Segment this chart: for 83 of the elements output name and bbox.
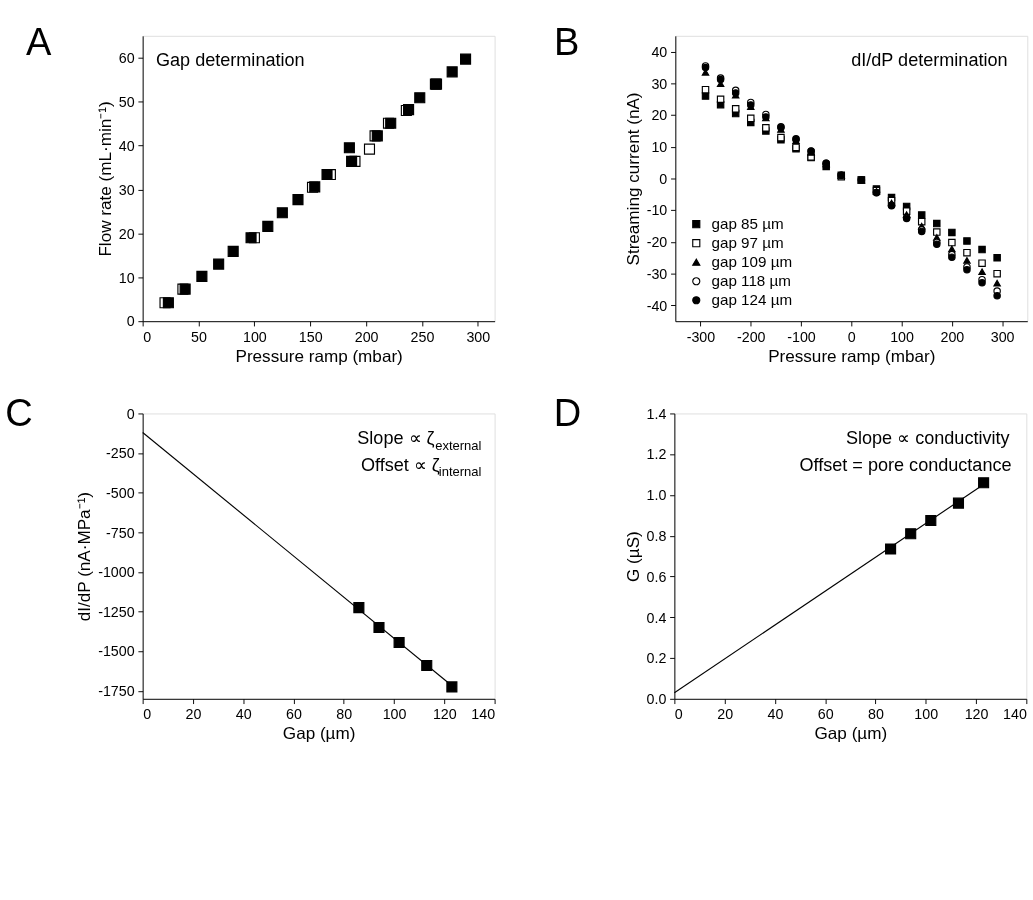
x-axis-title: Pressure ramp (mbar) — [235, 346, 403, 366]
y-tick-label: 10 — [651, 139, 668, 156]
x-tick-label: 140 — [471, 706, 496, 723]
chart-title: A — [25, 20, 52, 63]
y-tick-label: 30 — [118, 181, 135, 198]
x-axis-title: Gap (µm) — [282, 724, 356, 744]
y-tick-label: 0.2 — [646, 650, 667, 667]
y-axis-title: dI/dP (nA·MPa⁻¹) — [75, 491, 95, 622]
y-tick-label: 1.4 — [646, 405, 667, 422]
y-tick-label: 1.0 — [646, 487, 667, 504]
x-tick-label: 300 — [466, 328, 491, 345]
x-tick-label: 0 — [143, 328, 152, 345]
y-tick-label: 0 — [126, 313, 135, 330]
x-tick-label: 100 — [382, 706, 407, 723]
x-axis-title: Pressure ramp (mbar) — [768, 346, 936, 366]
x-tick-label: 300 — [990, 328, 1015, 345]
y-tick-label: 0.8 — [646, 527, 667, 544]
x-tick-label: -300 — [686, 328, 716, 345]
annotation: Gap determination — [156, 50, 305, 71]
y-tick-label: 40 — [118, 137, 135, 154]
x-axis-title: Gap (µm) — [814, 724, 888, 744]
y-tick-label: -500 — [106, 484, 135, 501]
y-tick-label: -20 — [646, 234, 668, 251]
legend-label: gap 109 µm — [711, 252, 793, 270]
y-tick-label: -250 — [106, 445, 135, 462]
x-tick-label: -100 — [787, 328, 816, 345]
y-tick-label: -1250 — [98, 603, 135, 620]
y-tick-label: -10 — [646, 202, 668, 219]
annotation: Offset = pore conductance — [799, 454, 1012, 475]
x-tick-label: 50 — [191, 328, 208, 345]
x-tick-label: 120 — [432, 706, 457, 723]
legend-label: gap 85 µm — [711, 214, 784, 232]
legend-label: gap 97 µm — [711, 233, 784, 251]
x-tick-label: 20 — [717, 706, 734, 723]
y-tick-label: -40 — [646, 297, 668, 314]
x-tick-label: 120 — [964, 706, 989, 723]
legend-label: gap 118 µm — [711, 272, 791, 289]
x-tick-label: 60 — [286, 706, 302, 723]
y-tick-label: -1500 — [98, 643, 135, 660]
x-tick-label: 150 — [298, 328, 323, 345]
y-axis-title: Flow rate (mL·min⁻¹) — [96, 101, 116, 257]
x-tick-label: 20 — [185, 706, 202, 723]
chart-title: C — [5, 391, 33, 434]
annotation: Slope ∝ conductivity — [845, 427, 1010, 448]
x-tick-label: 0 — [674, 706, 683, 723]
chart-title: D — [553, 391, 582, 434]
y-tick-label: 0 — [659, 170, 668, 187]
y-tick-label: 20 — [651, 107, 668, 124]
x-tick-label: 200 — [354, 328, 379, 345]
y-axis-title: G (µS) — [623, 531, 643, 582]
y-tick-label: 0.4 — [646, 609, 667, 626]
x-tick-label: 0 — [847, 328, 856, 345]
y-tick-label: 20 — [118, 225, 135, 242]
y-tick-label: 60 — [118, 50, 135, 67]
x-tick-label: 200 — [940, 328, 965, 345]
x-tick-label: 40 — [235, 706, 252, 723]
x-tick-label: 100 — [890, 328, 915, 345]
x-tick-label: 40 — [767, 706, 784, 723]
y-tick-label: 1.2 — [646, 446, 667, 463]
y-tick-label: 40 — [651, 43, 668, 60]
x-tick-label: 250 — [410, 328, 435, 345]
legend-label: gap 124 µm — [711, 291, 793, 309]
x-tick-label: 0 — [143, 706, 152, 723]
y-tick-label: -30 — [646, 265, 668, 282]
annotation: dI/dP determination — [851, 50, 1008, 71]
x-tick-label: 140 — [1003, 706, 1027, 723]
y-axis-title: Streaming current (nA) — [624, 92, 644, 266]
y-tick-label: -1000 — [98, 564, 135, 581]
x-tick-label: 80 — [868, 706, 884, 723]
y-tick-label: 0 — [126, 405, 135, 422]
y-tick-label: 10 — [118, 269, 135, 286]
y-tick-label: 0.6 — [646, 568, 667, 585]
x-tick-label: 80 — [336, 706, 353, 723]
y-tick-label: -1750 — [98, 683, 135, 700]
chart-title: B — [553, 20, 580, 63]
y-tick-label: 0.0 — [646, 691, 667, 708]
y-tick-label: 30 — [651, 75, 668, 92]
x-tick-label: 100 — [914, 706, 939, 723]
x-tick-label: -200 — [736, 328, 766, 345]
x-tick-label: 60 — [817, 706, 834, 723]
y-tick-label: -750 — [106, 524, 135, 541]
x-tick-label: 100 — [242, 328, 267, 345]
y-tick-label: 50 — [118, 93, 135, 110]
